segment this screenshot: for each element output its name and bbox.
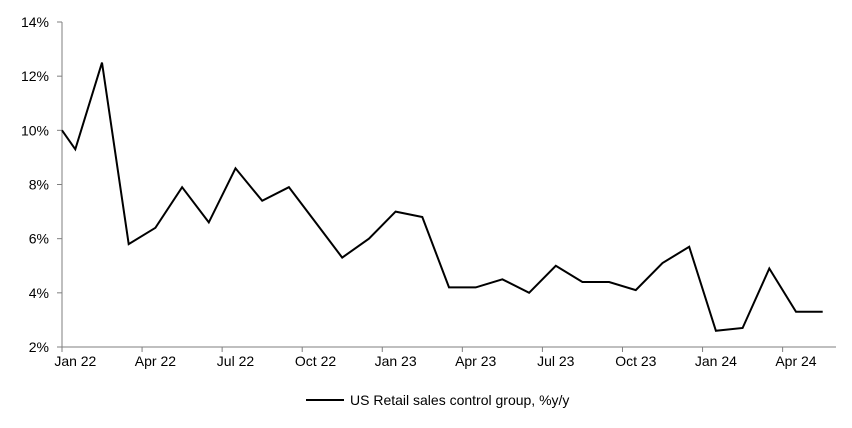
- x-axis-tick-label: Jul 22: [217, 353, 255, 369]
- x-axis-tick-label: Jul 23: [537, 353, 575, 369]
- y-axis-tick-label: 2%: [29, 339, 49, 355]
- x-axis-tick-label: Apr 22: [135, 353, 176, 369]
- x-axis-tick-label: Apr 23: [455, 353, 496, 369]
- series-line: [61, 62, 823, 332]
- x-axis: Jan 22 Apr 22 Jul 22 Oct 22 Jan 23 Apr 23 Jul …: [54, 346, 836, 369]
- y-axis: 2% 4% 6% 8% 10% 12% 14%: [21, 14, 63, 355]
- y-axis-tick-label: 12%: [21, 68, 49, 84]
- legend: US Retail sales control group, %y/y: [306, 392, 569, 408]
- y-axis-tick-label: 8%: [29, 177, 49, 193]
- y-axis-tick-label: 10%: [21, 122, 49, 138]
- x-axis-tick-label: Jan 23: [375, 353, 417, 369]
- x-axis-tick-label: Jan 22: [54, 353, 96, 369]
- x-axis-tick-label: Apr 24: [775, 353, 816, 369]
- legend-label: US Retail sales control group, %y/y: [350, 392, 569, 408]
- x-axis-tick-label: Oct 22: [295, 353, 336, 369]
- y-axis-tick-label: 4%: [29, 285, 49, 301]
- x-axis-tick-label: Oct 23: [615, 353, 656, 369]
- y-axis-tick-label: 6%: [29, 231, 49, 247]
- y-axis-tick-label: 14%: [21, 14, 49, 30]
- x-axis-tick-label: Jan 24: [695, 353, 737, 369]
